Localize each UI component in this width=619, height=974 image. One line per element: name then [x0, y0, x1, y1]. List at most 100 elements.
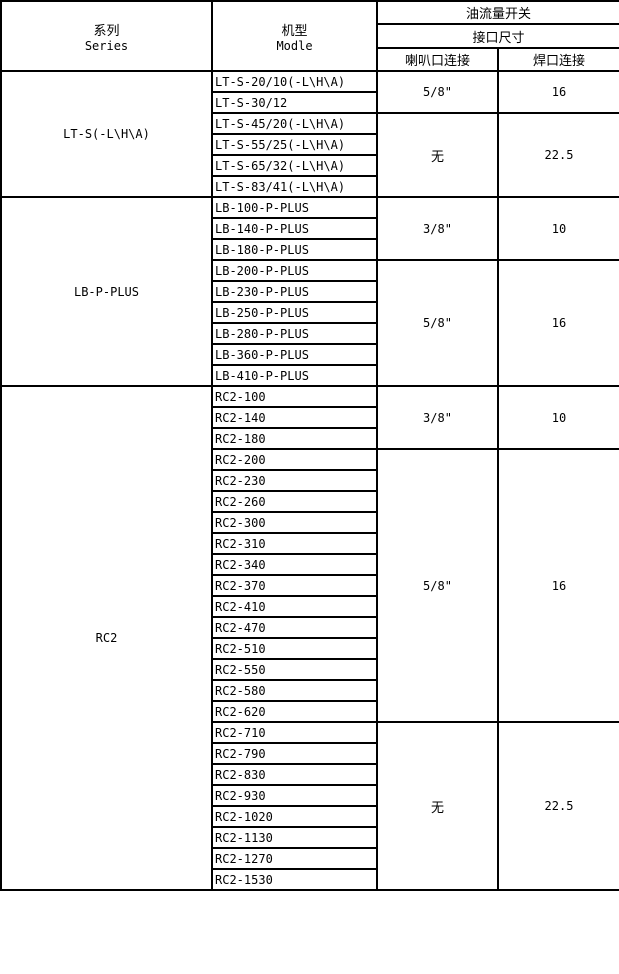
model-cell: LB-100-P-PLUS — [211, 196, 378, 219]
table-row: RC2-930 — [1, 784, 619, 807]
flare-size-cell: 3/8" — [376, 196, 499, 261]
spec-table: 系列 Series 机型 Modle 油流量开关 接口尺寸 喇叭口连接 焊口连接 L… — [0, 0, 619, 891]
model-cell: RC2-180 — [211, 427, 378, 450]
table-row: LB-200-P-PLUS 5/8" 16 — [1, 259, 619, 387]
table-row: LB-P-PLUS LB-100-P-PLUS 3/8" 10 — [0, 196, 619, 387]
table-row: RC2-230 — [1, 469, 619, 492]
model-cell: RC2-1270 — [211, 847, 378, 870]
table-row: LT-S-55/25(-L\H\A) — [1, 133, 619, 156]
table-row: RC2-1270 — [1, 847, 619, 870]
model-cell: RC2-830 — [211, 763, 378, 786]
flare-size-cell: 3/8" — [376, 385, 499, 450]
flare-size-cell: 无 — [376, 112, 499, 198]
header-series: 系列 Series — [0, 0, 213, 72]
header-model: 机型 Modle — [211, 0, 378, 72]
model-cell: RC2-200 — [211, 448, 378, 471]
header-switch: 油流量开关 — [375, 0, 619, 25]
table-row: RC2-830 — [1, 763, 619, 786]
table-row: RC2-200 5/8" 16 — [1, 448, 619, 723]
model-cell: RC2-470 — [211, 616, 378, 639]
header-series-en: Series — [84, 38, 129, 53]
table-row: LB-180-P-PLUS — [1, 238, 619, 261]
model-cell: RC2-790 — [211, 742, 378, 765]
table-row: RC2-510 — [1, 637, 619, 660]
model-cell: RC2-930 — [211, 784, 378, 807]
flare-size-cell: 无 — [376, 721, 499, 891]
table-row: LB-250-P-PLUS — [1, 301, 619, 324]
weld-size-cell: 10 — [496, 385, 619, 450]
table-row: LT-S-30/12 — [1, 91, 619, 114]
model-cell: RC2-230 — [211, 469, 378, 492]
model-cell: RC2-710 — [211, 721, 378, 744]
table-row: LT-S-83/41(-L\H\A) — [1, 175, 619, 198]
model-cell: LB-200-P-PLUS — [211, 259, 378, 282]
model-cell: LB-410-P-PLUS — [211, 364, 378, 387]
table-row: RC2-1530 — [1, 868, 619, 891]
model-cell: LB-280-P-PLUS — [211, 322, 378, 345]
table-row: LB-360-P-PLUS — [1, 343, 619, 366]
table-row: RC2-300 — [1, 511, 619, 534]
table-row: LT-S-45/20(-L\H\A) 无 22.5 — [1, 112, 619, 198]
table-row: RC2-580 — [1, 679, 619, 702]
header-model-en: Modle — [276, 38, 313, 53]
weld-size-cell: 16 — [496, 70, 619, 114]
header-weld: 焊口连接 — [496, 47, 619, 72]
flare-size-cell: 5/8" — [376, 448, 499, 723]
model-cell: LT-S-55/25(-L\H\A) — [211, 133, 378, 156]
weld-size-cell: 16 — [496, 448, 619, 723]
model-cell: RC2-310 — [211, 532, 378, 555]
model-cell: RC2-410 — [211, 595, 378, 618]
model-cell: LB-230-P-PLUS — [211, 280, 378, 303]
model-cell: RC2-1130 — [211, 826, 378, 849]
model-cell: RC2-370 — [211, 574, 378, 597]
header-flare: 喇叭口连接 — [376, 47, 499, 72]
table-row: RC2-1020 — [1, 805, 619, 828]
model-cell: RC2-1020 — [211, 805, 378, 828]
table-row: LB-140-P-PLUS — [1, 217, 619, 240]
model-cell: LT-S-30/12 — [211, 91, 378, 114]
table-row: RC2-370 — [1, 574, 619, 597]
model-cell: RC2-580 — [211, 679, 378, 702]
model-cell: RC2-300 — [211, 511, 378, 534]
header-model-cn: 机型 — [281, 23, 308, 39]
model-cell: RC2-510 — [211, 637, 378, 660]
table-row: RC2-180 — [1, 427, 619, 450]
model-cell: LB-180-P-PLUS — [211, 238, 378, 261]
header-series-cn: 系列 — [93, 23, 120, 39]
weld-size-cell: 10 — [496, 196, 619, 261]
model-cell: LT-S-20/10(-L\H\A) — [211, 70, 378, 93]
table-row: RC2-410 — [1, 595, 619, 618]
model-cell: LT-S-45/20(-L\H\A) — [211, 112, 378, 135]
model-cell: LB-360-P-PLUS — [211, 343, 378, 366]
model-cell: LT-S-65/32(-L\H\A) — [211, 154, 378, 177]
model-cell: RC2-140 — [211, 406, 378, 429]
table-row: RC2-260 — [1, 490, 619, 513]
table-row: RC2 RC2-100 3/8" 10 — [0, 385, 619, 891]
table-row: RC2-340 — [1, 553, 619, 576]
table-row: LB-410-P-PLUS — [1, 364, 619, 387]
series-cell: LT-S(-L\H\A) — [0, 70, 213, 198]
table-row: RC2-470 — [1, 616, 619, 639]
series-cell: LB-P-PLUS — [0, 196, 213, 387]
flare-size-cell: 5/8" — [376, 259, 499, 387]
table-row: LB-280-P-PLUS — [1, 322, 619, 345]
table-row: RC2-620 — [1, 700, 619, 723]
model-cell: RC2-100 — [211, 385, 378, 408]
flare-size-cell: 5/8" — [376, 70, 499, 114]
model-cell: RC2-620 — [211, 700, 378, 723]
table-row: RC2-1130 — [1, 826, 619, 849]
model-cell: RC2-1530 — [211, 868, 378, 891]
table-row: LB-230-P-PLUS — [1, 280, 619, 303]
series-cell: RC2 — [0, 385, 213, 891]
table-row: LT-S-65/32(-L\H\A) — [1, 154, 619, 177]
header-size: 接口尺寸 — [375, 23, 619, 49]
weld-size-cell: 16 — [496, 259, 619, 387]
model-cell: RC2-260 — [211, 490, 378, 513]
model-cell: LB-250-P-PLUS — [211, 301, 378, 324]
table-row: RC2-550 — [1, 658, 619, 681]
table-row: RC2-140 — [1, 406, 619, 429]
table-row: RC2-310 — [1, 532, 619, 555]
weld-size-cell: 22.5 — [496, 112, 619, 198]
model-cell: LB-140-P-PLUS — [211, 217, 378, 240]
model-cell: RC2-340 — [211, 553, 378, 576]
